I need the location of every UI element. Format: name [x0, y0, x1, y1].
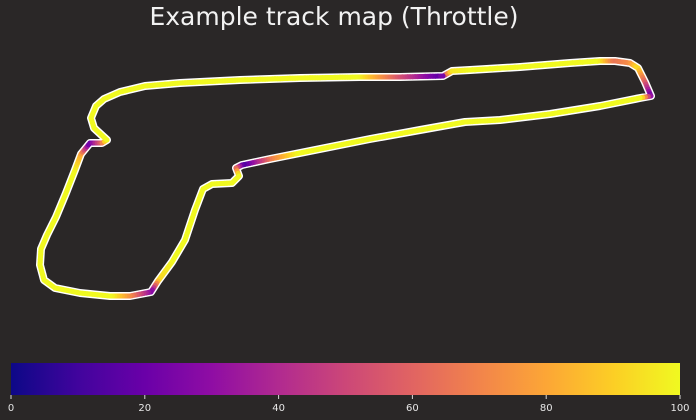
track-map: [36, 57, 655, 300]
colorbar-tick-label: 80: [540, 403, 553, 414]
colorbar-tick-label: 40: [272, 403, 285, 414]
colorbar-ticks: 0 20 40 60 80 100: [8, 395, 690, 414]
chart-title: Example track map (Throttle): [149, 2, 519, 31]
track-throttle-segments: [37, 58, 654, 299]
track-outline: [36, 57, 655, 300]
colorbar-gradient: [11, 363, 680, 395]
track-outline-line: [36, 57, 655, 300]
colorbar-tick-label: 100: [670, 403, 689, 414]
colorbar-tick-label: 60: [406, 403, 419, 414]
colorbar: 0 20 40 60 80 100: [8, 363, 690, 414]
colorbar-tick-label: 20: [138, 403, 151, 414]
colorbar-tick-label: 0: [8, 403, 14, 414]
